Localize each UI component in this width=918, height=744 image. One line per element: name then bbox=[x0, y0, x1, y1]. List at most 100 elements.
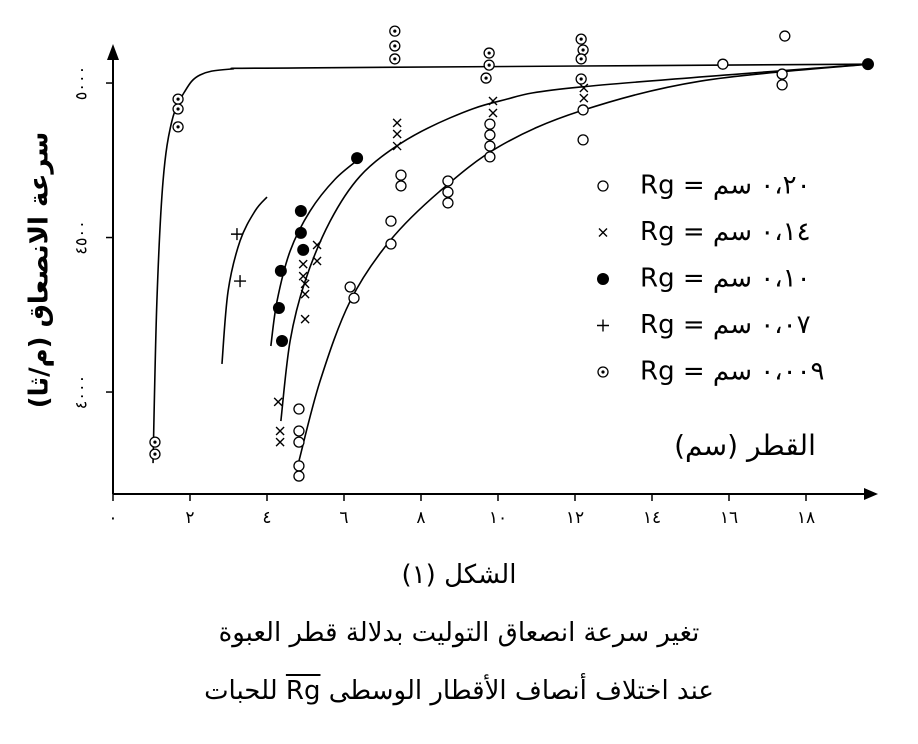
point-dot bbox=[579, 77, 583, 81]
x-tick-label: ٠ bbox=[108, 508, 117, 528]
caption-text: للحبات bbox=[204, 676, 278, 706]
caption-symbol: Rg bbox=[285, 676, 321, 706]
legend-label: Rg = ٠،٠٧ سم bbox=[640, 310, 811, 340]
point bbox=[298, 271, 308, 281]
point bbox=[312, 240, 322, 250]
point bbox=[275, 426, 285, 436]
x-tick-label: ١٢ bbox=[566, 508, 584, 528]
point bbox=[579, 93, 589, 103]
point-dot bbox=[153, 452, 157, 456]
x-tick-label: ١٨ bbox=[797, 508, 815, 528]
point-dot bbox=[153, 440, 157, 444]
point bbox=[480, 72, 492, 84]
point-dot bbox=[601, 370, 605, 374]
point bbox=[442, 186, 454, 198]
legend-marker bbox=[597, 273, 609, 285]
point-dot bbox=[487, 63, 491, 67]
point bbox=[488, 108, 498, 118]
point-dot bbox=[176, 125, 180, 129]
point bbox=[234, 275, 247, 288]
y-tick-label: ٥٠٠٠ bbox=[72, 66, 91, 100]
point bbox=[385, 238, 397, 250]
point bbox=[293, 460, 305, 472]
point bbox=[172, 93, 184, 105]
point bbox=[275, 437, 285, 447]
point bbox=[300, 314, 310, 324]
x-tick-label: ٦ bbox=[339, 508, 348, 528]
point bbox=[385, 215, 397, 227]
point bbox=[172, 103, 184, 115]
x-tick-label: ١٤ bbox=[643, 508, 661, 528]
point-dot bbox=[176, 97, 180, 101]
point bbox=[389, 40, 401, 52]
y-tick-label: ٤٠٠٠ bbox=[72, 375, 91, 409]
x-axis-arrow bbox=[864, 488, 878, 500]
point bbox=[861, 58, 874, 71]
point bbox=[293, 403, 305, 415]
x-axis-label: القطر (سم) bbox=[674, 429, 816, 462]
point bbox=[389, 53, 401, 65]
point-dot bbox=[484, 76, 488, 80]
point bbox=[484, 118, 496, 130]
point bbox=[442, 197, 454, 209]
point bbox=[717, 58, 729, 70]
legend-label: Rg = ٠،١٤ سم bbox=[640, 217, 811, 247]
point bbox=[149, 448, 161, 460]
point bbox=[149, 436, 161, 448]
legend-marker bbox=[598, 228, 608, 237]
point bbox=[273, 397, 283, 407]
point bbox=[483, 59, 495, 71]
point bbox=[300, 279, 310, 289]
point bbox=[312, 256, 322, 266]
point bbox=[575, 33, 587, 45]
figure-label: الشكل (١) bbox=[401, 560, 517, 590]
point-dot bbox=[579, 37, 583, 41]
point bbox=[779, 30, 791, 42]
legend-label: Rg = ٠،٠٠٩ سم bbox=[640, 357, 825, 387]
point-dot bbox=[176, 107, 180, 111]
point bbox=[484, 140, 496, 152]
point-dot bbox=[393, 57, 397, 61]
legend-label: Rg = ٠،٢٠ سم bbox=[640, 171, 811, 201]
caption-text: عند اختلاف أنصاف الأقطار الوسطى bbox=[328, 676, 714, 706]
point bbox=[579, 83, 589, 93]
point bbox=[293, 425, 305, 437]
point bbox=[395, 180, 407, 192]
point-dot bbox=[393, 44, 397, 48]
point bbox=[272, 301, 285, 314]
point bbox=[389, 25, 401, 37]
point bbox=[344, 281, 356, 293]
point bbox=[274, 264, 287, 277]
x-tick-label: ٨ bbox=[416, 508, 425, 528]
point bbox=[776, 79, 788, 91]
point bbox=[392, 141, 402, 151]
x-tick-label: ٤ bbox=[262, 508, 271, 528]
point bbox=[276, 335, 289, 348]
point bbox=[577, 104, 589, 116]
point bbox=[575, 73, 587, 85]
point bbox=[300, 289, 310, 299]
point bbox=[442, 175, 454, 187]
point bbox=[172, 121, 184, 133]
y-axis-arrow bbox=[107, 44, 119, 60]
point-dot bbox=[581, 48, 585, 52]
point bbox=[488, 96, 498, 106]
point bbox=[297, 243, 310, 256]
point bbox=[298, 259, 308, 269]
point bbox=[395, 169, 407, 181]
point-dot bbox=[393, 29, 397, 33]
caption-line: عند اختلاف أنصاف الأقطار الوسطى Rg للحبا… bbox=[0, 676, 918, 706]
legend-marker bbox=[597, 366, 609, 378]
point bbox=[230, 228, 243, 241]
point bbox=[575, 53, 587, 65]
y-axis-label: سرعة الانصعاق (م/ثا) bbox=[25, 132, 55, 409]
point-dot bbox=[487, 51, 491, 55]
caption-line: تغير سرعة انصعاق التوليت بدلالة قطر العب… bbox=[218, 618, 700, 648]
point bbox=[351, 152, 364, 165]
point bbox=[392, 118, 402, 128]
fit-curve bbox=[152, 63, 868, 464]
x-tick-label: ٢ bbox=[185, 508, 194, 528]
point bbox=[484, 129, 496, 141]
point bbox=[577, 134, 589, 146]
